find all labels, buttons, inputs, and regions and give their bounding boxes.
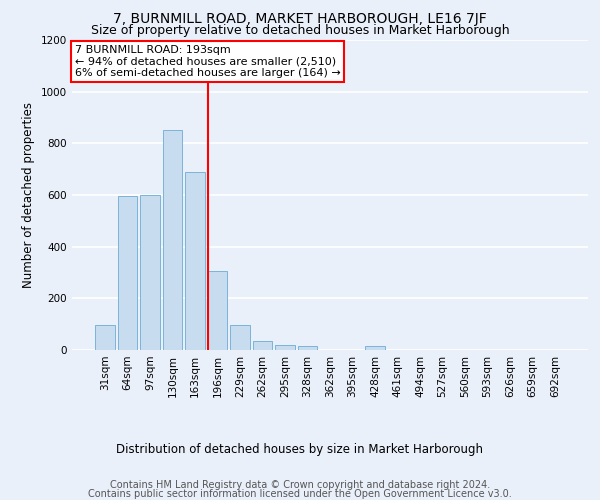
Bar [275,345,295,350]
Text: Size of property relative to detached houses in Market Harborough: Size of property relative to detached ho… [91,24,509,37]
Bar [253,341,272,350]
Bar [140,195,160,350]
Bar [365,346,385,350]
Bar [185,172,205,350]
Bar [208,271,227,350]
Text: Contains public sector information licensed under the Open Government Licence v3: Contains public sector information licen… [88,489,512,499]
Text: Distribution of detached houses by size in Market Harborough: Distribution of detached houses by size … [116,442,484,456]
Bar [298,346,317,350]
Bar [95,326,115,350]
Text: 7, BURNMILL ROAD, MARKET HARBOROUGH, LE16 7JF: 7, BURNMILL ROAD, MARKET HARBOROUGH, LE1… [113,12,487,26]
Bar [118,196,137,350]
Text: Contains HM Land Registry data © Crown copyright and database right 2024.: Contains HM Land Registry data © Crown c… [110,480,490,490]
Bar [163,130,182,350]
Bar [230,326,250,350]
Text: 7 BURNMILL ROAD: 193sqm
← 94% of detached houses are smaller (2,510)
6% of semi-: 7 BURNMILL ROAD: 193sqm ← 94% of detache… [74,44,340,78]
Y-axis label: Number of detached properties: Number of detached properties [22,102,35,288]
